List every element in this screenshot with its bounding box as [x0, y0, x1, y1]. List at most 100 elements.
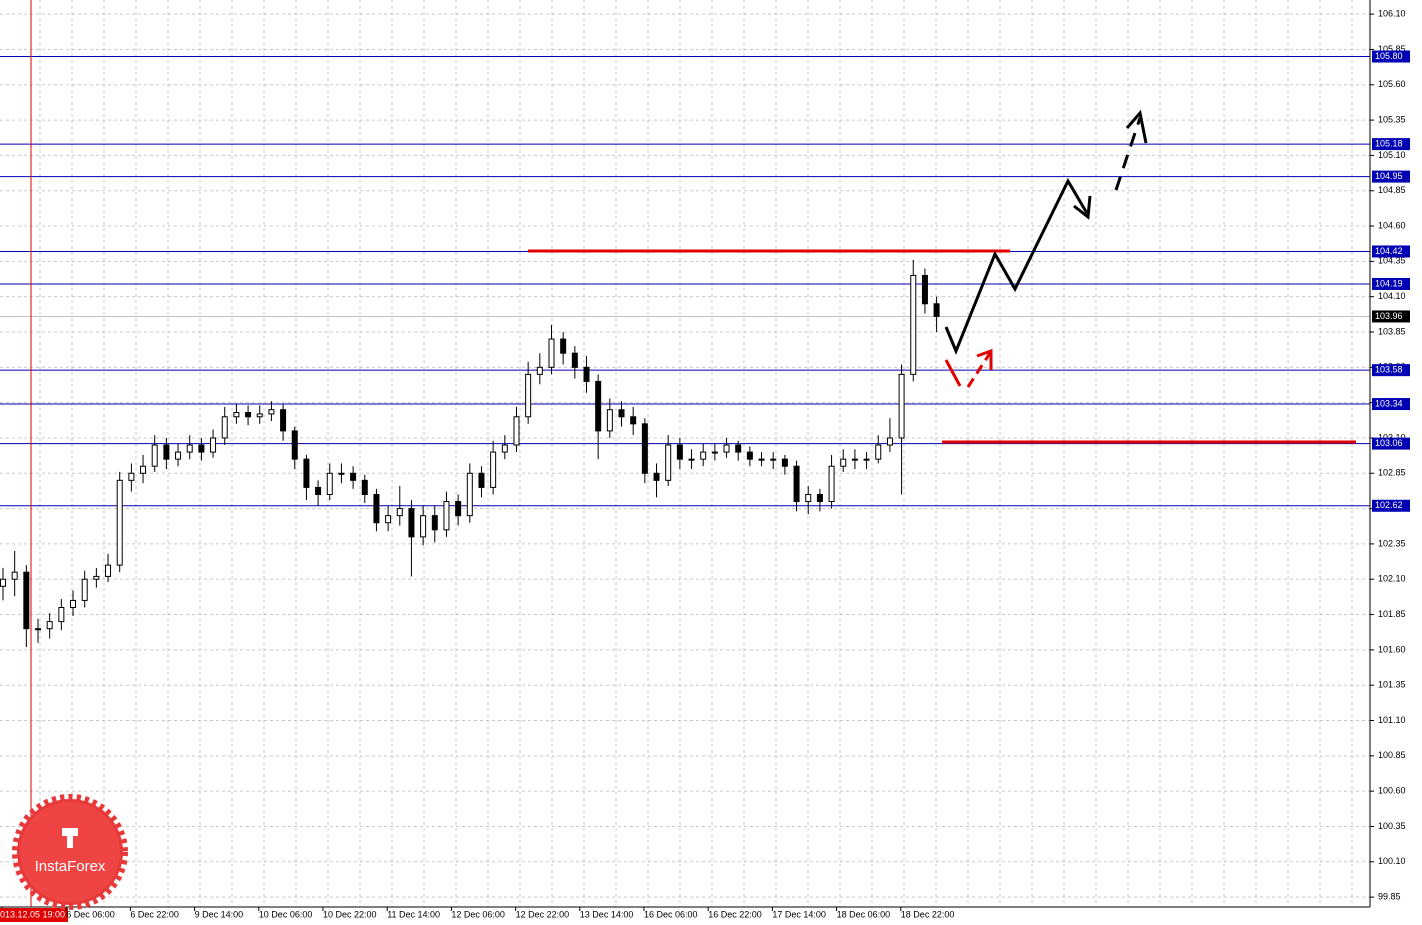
candle-body [361, 479, 368, 495]
x-tick-label: 013.12.05 19:00 [0, 909, 65, 919]
level-label-box [1372, 499, 1410, 512]
candle-body [805, 493, 812, 503]
level-label: 104.42 [1375, 246, 1403, 256]
candle-body [513, 416, 520, 446]
x-tick-label: 11 Dec 14:00 [387, 909, 440, 919]
level-label-box [1372, 138, 1410, 151]
candle-body [571, 352, 578, 368]
candle-body [618, 409, 625, 418]
candle-body [770, 458, 777, 461]
candle-body [11, 571, 18, 580]
y-tick-label: 102.85 [1378, 468, 1406, 478]
logo: InstaForex [12, 794, 128, 910]
y-tick-label: 106.10 [1378, 9, 1406, 19]
candle-body [758, 458, 765, 461]
x-tick-label: 18 Dec 06:00 [837, 909, 891, 919]
candle-body [466, 472, 473, 517]
candle-body [385, 515, 392, 524]
candle-body [291, 430, 298, 460]
y-tick-label: 100.60 [1378, 786, 1406, 796]
candle-body [490, 451, 497, 488]
y-tick-label: 104.60 [1378, 220, 1406, 230]
candle-body [665, 444, 672, 481]
level-label-box [1372, 245, 1410, 258]
candle-body [793, 465, 800, 503]
x-label-highlight [0, 908, 68, 922]
candle-body [128, 472, 135, 481]
candle-body [840, 458, 847, 467]
level-label-box [1372, 437, 1410, 450]
candle-body [163, 444, 170, 460]
candle-body [641, 423, 648, 474]
candle-body [583, 366, 590, 382]
candle-body [116, 479, 123, 566]
candle-body [46, 621, 53, 630]
candle-body [93, 575, 100, 580]
candle-body [280, 409, 287, 432]
candle-body [443, 501, 450, 531]
candle-body [70, 599, 77, 608]
forecast-arrow [944, 177, 1090, 355]
y-tick-label: 100.10 [1378, 856, 1406, 866]
candle-body [875, 444, 882, 460]
level-label-box [1372, 364, 1410, 377]
candle-body [898, 373, 905, 439]
candle-body [105, 564, 112, 577]
y-tick-label: 101.85 [1378, 609, 1406, 619]
candle-body [373, 493, 380, 524]
candle-body [326, 472, 333, 495]
current-price-label: 103.96 [1375, 311, 1403, 321]
current-price-box [1372, 310, 1410, 323]
alt-arrow [966, 352, 992, 388]
level-label: 103.58 [1375, 365, 1403, 375]
level-label: 105.80 [1375, 51, 1403, 61]
candle-body [0, 578, 6, 587]
candle-body [933, 303, 940, 317]
candle-body [175, 451, 182, 460]
candle-body [151, 444, 158, 467]
forecast-dashed [1114, 117, 1142, 191]
logo-icon [62, 828, 78, 848]
y-tick-label: 105.35 [1378, 114, 1406, 124]
y-tick-label: 104.10 [1378, 291, 1406, 301]
candle-body [746, 451, 753, 460]
candle-body [221, 416, 228, 439]
candle-body [140, 465, 147, 474]
x-tick-label: 6 Dec 22:00 [130, 909, 179, 919]
candle-body [886, 437, 893, 446]
y-tick-label: 103.85 [1378, 326, 1406, 336]
candle-body [303, 458, 310, 488]
candle-body [256, 413, 263, 418]
candle-body [210, 437, 217, 453]
candle-body [781, 458, 788, 467]
y-tick-label: 103.10 [1378, 432, 1406, 442]
y-tick-label: 101.60 [1378, 644, 1406, 654]
candle-body [338, 472, 345, 475]
level-label-box [1372, 398, 1410, 411]
y-tick-label: 104.85 [1378, 185, 1406, 195]
candle-body [630, 416, 637, 425]
candle-body [186, 444, 193, 453]
level-label: 103.34 [1375, 398, 1403, 408]
x-tick-label: 16 Dec 22:00 [708, 909, 762, 919]
candle-body [268, 409, 275, 415]
candle-body [910, 274, 917, 375]
candle-body [431, 515, 438, 531]
levels [0, 56, 1370, 507]
y-tick-label: 101.35 [1378, 680, 1406, 690]
x-axis-labels: 013.12.05 19:00 6 Dec 06:00 6 Dec 22:00 9 D… [0, 907, 954, 922]
candle-body [35, 628, 42, 631]
level-label: 104.95 [1375, 171, 1403, 181]
level-label-box [1372, 277, 1410, 290]
x-tick-label: 12 Dec 06:00 [451, 909, 505, 919]
candle-body [700, 451, 707, 460]
alt-arrow [944, 359, 962, 387]
x-tick-label: 10 Dec 22:00 [323, 909, 377, 919]
candle-body [735, 444, 742, 453]
x-tick-label: 10 Dec 06:00 [259, 909, 313, 919]
y-axis-labels: 106.10 105.85 105.60 105.35 105.10 104.85 104.… [1370, 9, 1410, 901]
candle-body [81, 578, 88, 601]
level-label: 103.06 [1375, 438, 1403, 448]
candle-body [408, 508, 415, 538]
